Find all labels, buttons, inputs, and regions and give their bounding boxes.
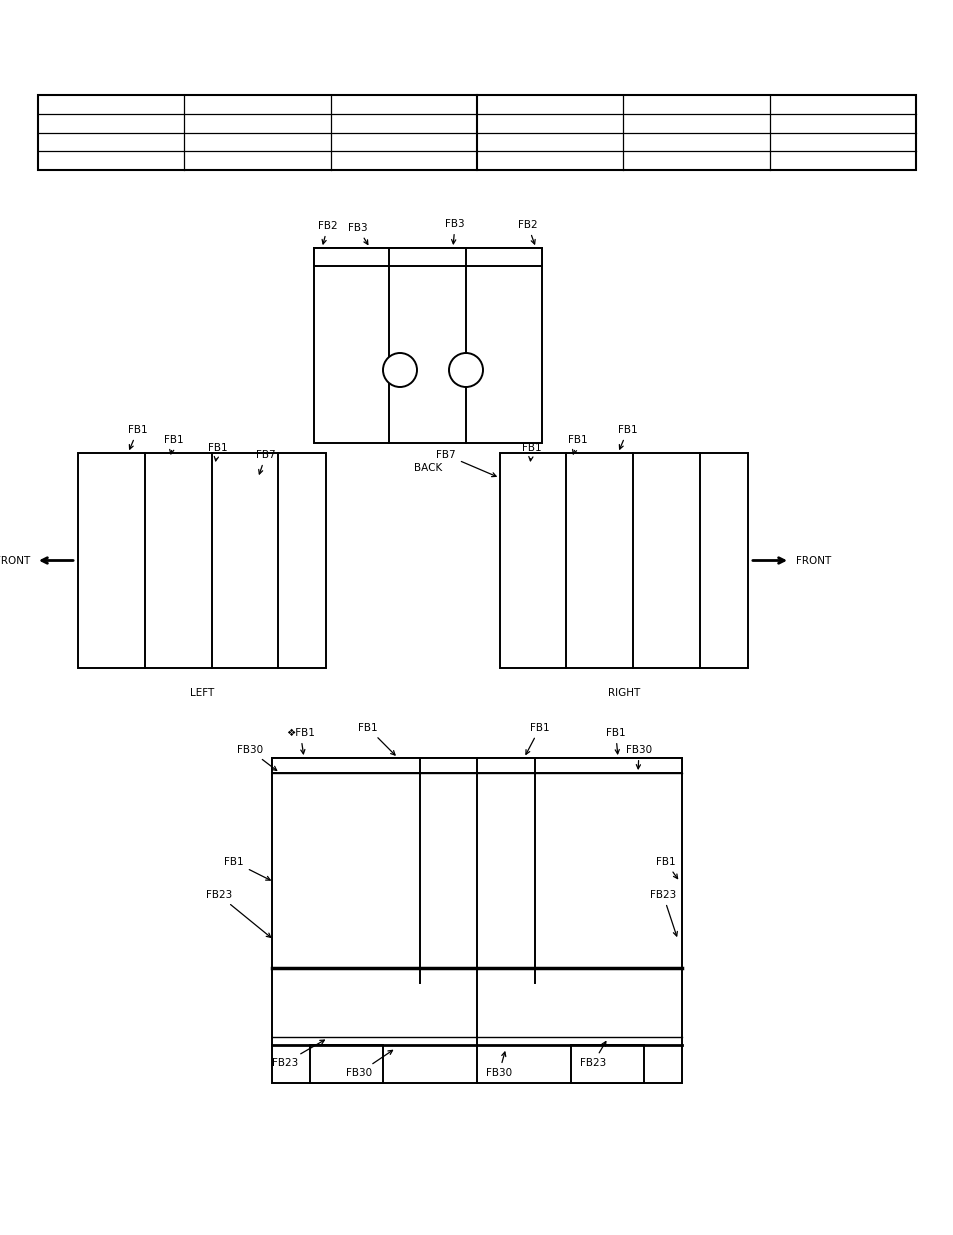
Text: FB7: FB7	[436, 450, 496, 477]
Text: FB23: FB23	[579, 1041, 605, 1068]
Bar	[272, 758, 681, 773]
Text: FB7: FB7	[255, 450, 275, 474]
Bar	[310, 1045, 382, 1083]
Bar	[314, 248, 541, 443]
Text: FB30: FB30	[485, 1052, 512, 1078]
Text: ❖FB1: ❖FB1	[286, 727, 314, 753]
Text: FB1: FB1	[656, 857, 677, 878]
Circle shape	[449, 353, 482, 387]
Text: FB23: FB23	[206, 890, 271, 937]
Text: FB2: FB2	[517, 220, 537, 245]
Text: FB1: FB1	[224, 857, 270, 881]
Text: FB1: FB1	[521, 443, 541, 461]
Text: FB3: FB3	[348, 224, 368, 245]
Text: FB1: FB1	[567, 435, 587, 454]
Text: FB2: FB2	[317, 221, 337, 245]
Text: FB1: FB1	[605, 727, 625, 753]
Text: FB1: FB1	[128, 425, 148, 450]
Text: FB1: FB1	[164, 435, 183, 454]
Text: FB1: FB1	[525, 722, 549, 755]
Bar	[499, 453, 747, 668]
Bar	[314, 248, 541, 266]
Text: FB30: FB30	[625, 745, 652, 769]
Text: FB30: FB30	[346, 1050, 392, 1078]
Text: FB1: FB1	[358, 722, 395, 755]
Bar	[38, 95, 915, 170]
Text: FB3: FB3	[445, 219, 464, 243]
Text: FB1: FB1	[208, 443, 228, 461]
Text: FB30: FB30	[236, 745, 276, 771]
Text: FB1: FB1	[618, 425, 637, 450]
Text: FB23: FB23	[649, 890, 677, 936]
Bar	[78, 453, 326, 668]
Text: RIGHT: RIGHT	[607, 688, 639, 698]
Bar	[272, 968, 681, 1083]
Bar	[272, 758, 681, 968]
Text: BACK: BACK	[414, 463, 441, 473]
Circle shape	[382, 353, 416, 387]
Text: FB23: FB23	[272, 1040, 324, 1068]
Text: FRONT: FRONT	[795, 556, 830, 566]
Text: FRONT: FRONT	[0, 556, 30, 566]
Bar	[571, 1045, 643, 1083]
Text: LEFT: LEFT	[190, 688, 213, 698]
